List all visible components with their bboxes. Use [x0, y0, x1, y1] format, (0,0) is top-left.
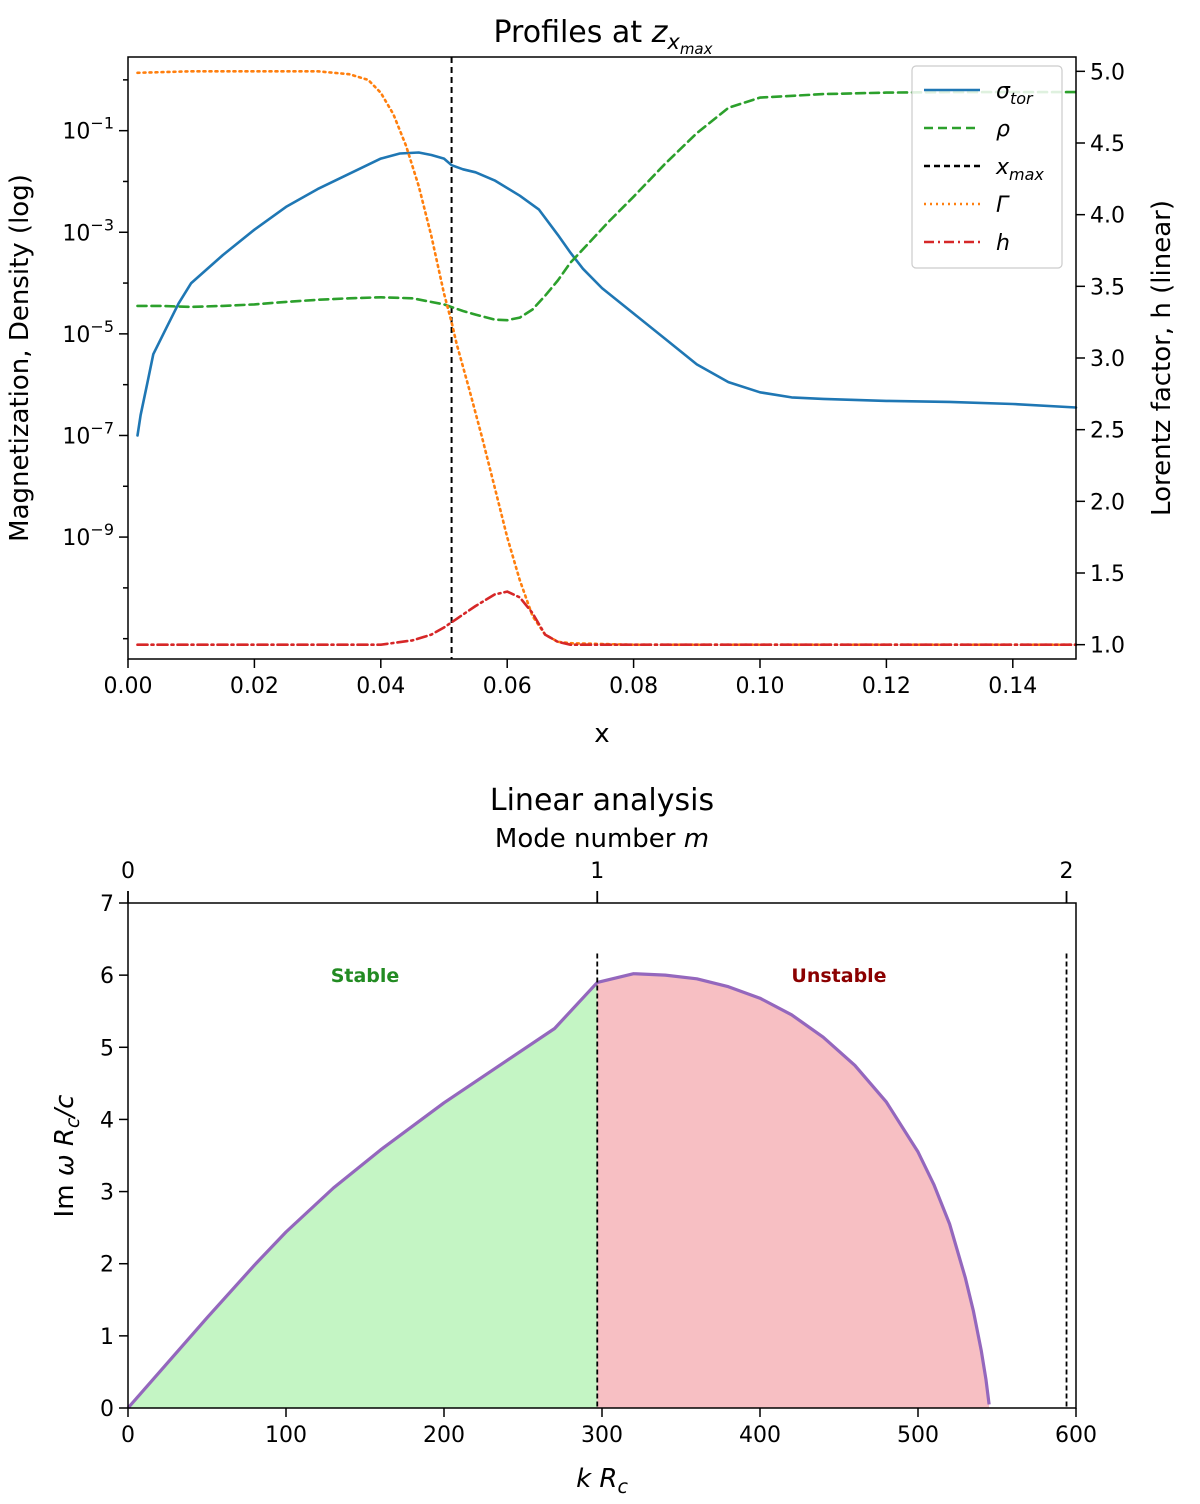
x-tick-label: 0.08 — [609, 674, 658, 699]
right-y-tick-label: 4.0 — [1090, 204, 1125, 229]
right-y-tick-label: 1.5 — [1090, 562, 1125, 587]
left-y-tick-label: 10−7 — [62, 418, 114, 449]
linear-analysis-chart: Linear analysis Mode number m Stable Unst… — [50, 783, 1097, 1498]
y-tick-label: 1 — [100, 1325, 114, 1350]
y-tick-label: 4 — [100, 1108, 114, 1133]
region-fill-0 — [128, 982, 598, 1408]
legend-entry: σtor — [996, 79, 1034, 108]
series-line-1 — [136, 90, 1078, 322]
legend-entry: Γ — [996, 193, 1010, 218]
profiles-chart-title: Profiles at zxmax — [493, 15, 712, 58]
x-tick-label: 0.06 — [483, 674, 532, 699]
x-tick-label: 0.14 — [988, 674, 1037, 699]
linear-analysis-y-axis: 0 1 2 3 4 5 6 7 — [100, 892, 128, 1422]
profiles-x-axis: 0.00 0.02 0.04 0.06 0.08 0.10 0.12 0.14 — [104, 659, 1037, 699]
left-y-tick-label: 10−3 — [62, 215, 114, 246]
x-tick-label: 0.00 — [104, 674, 153, 699]
mode-tick-label: 1 — [590, 859, 604, 884]
linear-analysis-title: Linear analysis — [490, 783, 714, 818]
x-tick-label: 300 — [581, 1423, 623, 1448]
y-tick-label: 7 — [100, 892, 114, 917]
right-y-tick-label: 3.5 — [1090, 275, 1125, 300]
profiles-x-axis-label: x — [594, 719, 609, 749]
x-tick-label: 600 — [1055, 1423, 1097, 1448]
y-tick-label: 0 — [100, 1397, 114, 1422]
growth-rate-curve — [126, 972, 991, 1410]
y-tick-label: 6 — [100, 964, 114, 989]
left-y-tick-label: 10−1 — [62, 114, 114, 145]
mode-tick-label: 2 — [1060, 859, 1074, 884]
mode-tick-label: 0 — [121, 859, 135, 884]
right-y-tick-label: 3.0 — [1090, 347, 1125, 372]
legend-entry: xmax — [995, 155, 1044, 184]
profiles-plot-area — [136, 57, 1078, 659]
x-tick-label: 200 — [423, 1423, 465, 1448]
x-tick-label: 400 — [739, 1423, 781, 1448]
linear-analysis-x-axis-label: k Rc — [576, 1464, 628, 1498]
profiles-left-y-axis: 10−9 10−7 10−5 10−3 10−1 — [62, 79, 128, 640]
x-tick-label: 0.04 — [356, 674, 405, 699]
profiles-left-y-axis-label: Magnetization, Density (log) — [5, 174, 35, 542]
region-fill-1 — [597, 973, 990, 1408]
series-line-0 — [136, 151, 1078, 437]
right-y-tick-label: 2.5 — [1090, 419, 1125, 444]
series-line-3 — [136, 590, 1078, 647]
y-tick-label: 3 — [100, 1181, 114, 1206]
x-tick-label: 0.12 — [862, 674, 911, 699]
right-y-tick-label: 4.5 — [1090, 132, 1125, 157]
right-y-tick-label: 1.0 — [1090, 634, 1125, 659]
linear-analysis-plot-area: Stable Unstable — [126, 953, 1068, 1410]
linear-analysis-y-axis-label: Im ω Rc/c — [50, 1095, 84, 1218]
x-tick-label: 100 — [265, 1423, 307, 1448]
y-tick-label: 5 — [100, 1036, 114, 1061]
region-label-0: Stable — [331, 965, 400, 987]
legend-box — [911, 65, 1063, 269]
x-tick-label: 500 — [897, 1423, 939, 1448]
x-tick-label: 0 — [121, 1423, 135, 1448]
region-label-1: Unstable — [791, 965, 886, 987]
right-y-tick-label: 2.0 — [1090, 490, 1125, 515]
legend-entry: ρ — [996, 117, 1010, 142]
linear-analysis-x-axis: 0 100 200 300 400 500 600 — [121, 1408, 1097, 1448]
mode-number-axis-label: Mode number m — [495, 824, 709, 854]
legend-entry: h — [996, 231, 1010, 256]
profiles-legend: σtor ρ xmax Γh — [911, 65, 1063, 269]
left-y-tick-label: 10−5 — [62, 317, 114, 348]
x-tick-label: 0.10 — [736, 674, 785, 699]
x-tick-label: 0.02 — [230, 674, 279, 699]
y-tick-label: 2 — [100, 1253, 114, 1278]
profiles-right-y-axis: 1.0 1.5 2.0 2.5 3.0 3.5 4.0 4.5 5.0 — [1076, 60, 1125, 659]
left-y-tick-label: 10−9 — [62, 520, 114, 551]
profiles-chart: Profiles at zxmax 0.00 0.02 0.04 0.06 0.08 0.… — [5, 15, 1177, 749]
mode-number-axis: 0 1 2 — [121, 859, 1074, 903]
right-y-tick-label: 5.0 — [1090, 60, 1125, 85]
profiles-right-y-axis-label: Lorentz factor, h (linear) — [1147, 200, 1177, 516]
